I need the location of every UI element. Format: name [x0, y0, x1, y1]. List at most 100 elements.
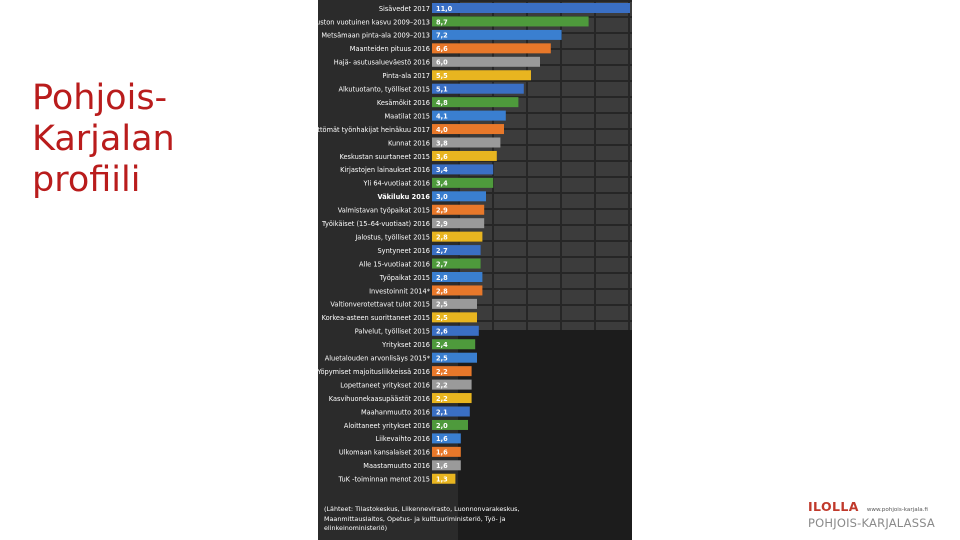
value-label: 6,0 — [436, 59, 448, 67]
value-label: 2,9 — [436, 220, 448, 228]
data-sources-note: (Lähteet: Tilastokeskus, Liikennevirasto… — [324, 505, 520, 532]
value-bar — [432, 352, 477, 363]
value-bar — [432, 97, 519, 108]
value-bar — [432, 70, 531, 81]
category-label: Työttömät työnhakijat heinäkuu 2017 — [318, 126, 430, 134]
chart-row: Keskustan suurtaneet 2015 3,6 — [339, 150, 497, 161]
category-label: Maastamuutto 2016 — [363, 462, 430, 470]
chart-row: Puuston vuotuinen kasvu 2009–2013 8,7 — [318, 16, 589, 27]
logo-url: www.pohjois-karjala.fi — [866, 507, 928, 513]
chart-row: Työikäiset (15–64-vuotiaat) 2016 2,9 — [321, 218, 485, 229]
value-label: 5,5 — [436, 72, 448, 80]
regional-profile-infographic: Sisävedet 2017 11,0 Puuston vuotuinen kasv… — [318, 0, 632, 540]
value-label: 2,1 — [436, 408, 448, 416]
chart-row: TuK -toiminnan menot 2015 1,3 — [337, 473, 456, 484]
value-bar — [432, 83, 524, 94]
chart-row: Jalostus, työlliset 2015 2,8 — [354, 231, 483, 242]
chart-row: Aluetalouden arvonlisäys 2015* 2,5 — [325, 352, 477, 363]
value-bar — [432, 312, 477, 323]
chart-row: Kasvihuonekaasupäästöt 2016 2,2 — [329, 393, 472, 404]
category-label: Aloittaneet yritykset 2016 — [344, 422, 430, 430]
value-label: 2,9 — [436, 207, 448, 215]
category-label: Sisävedet 2017 — [379, 5, 430, 13]
category-label: Syntyneet 2016 — [377, 247, 430, 255]
value-label: 3,0 — [436, 193, 448, 201]
chart-row: Lopettaneet yritykset 2016 2,2 — [340, 379, 472, 390]
category-label: Yritykset 2016 — [381, 341, 430, 349]
category-label: TuK -toiminnan menot 2015 — [337, 476, 430, 484]
value-bar — [432, 124, 504, 135]
chart-row: Maastamuutto 2016 1,6 — [363, 460, 461, 471]
value-label: 2,8 — [436, 287, 448, 295]
value-bar — [432, 393, 472, 404]
value-label: 2,2 — [436, 368, 448, 376]
chart-row: Yli 64-vuotiaat 2016 3,4 — [363, 177, 494, 188]
chart-row: Kunnat 2016 3,8 — [388, 137, 501, 148]
value-bar — [432, 29, 562, 40]
value-bar — [432, 258, 481, 269]
category-label: Valmistavan työpaikat 2015 — [338, 207, 430, 215]
category-label: Liikevaihto 2016 — [376, 435, 430, 443]
value-label: 1,6 — [436, 449, 448, 457]
chart-row: Työttömät työnhakijat heinäkuu 2017 4,0 — [318, 124, 504, 135]
category-label: Lopettaneet yritykset 2016 — [340, 381, 430, 389]
value-bar — [432, 460, 461, 471]
chart-row: Pinta-ala 2017 5,5 — [382, 70, 531, 81]
value-label: 2,0 — [436, 422, 448, 430]
chart-row: Maanteiden pituus 2016 6,6 — [350, 43, 551, 54]
chart-row: Työpaikat 2015 2,8 — [379, 272, 483, 282]
chart-row: Alle 15-vuotiaat 2016 2,7 — [359, 258, 481, 269]
category-label: Maahanmuutto 2016 — [361, 408, 430, 416]
value-label: 11,0 — [436, 5, 453, 13]
brick-wall-backdrop — [458, 0, 632, 330]
logo-brand-text: ILOLLA — [808, 499, 859, 514]
category-label: Yöpymiset majoitusliikkeissä 2016 — [318, 368, 430, 376]
chart-row: Kirjastojen lainaukset 2016 3,4 — [340, 164, 494, 175]
value-bar — [432, 177, 494, 188]
value-bar — [432, 325, 479, 336]
category-label: Pinta-ala 2017 — [382, 72, 430, 80]
chart-row: Alkutuotanto, työlliset 2015 5,1 — [338, 83, 524, 94]
value-bar — [432, 231, 483, 242]
value-bar — [432, 379, 472, 390]
value-label: 4,1 — [436, 112, 448, 120]
value-label: 2,4 — [436, 341, 448, 349]
chart-row: Valmistavan työpaikat 2015 2,9 — [338, 204, 485, 215]
value-label: 3,4 — [436, 166, 448, 174]
chart-row: Väkiluku 2016 3,0 — [377, 191, 486, 202]
category-label: Kunnat 2016 — [388, 139, 430, 147]
category-label: Väkiluku 2016 — [377, 193, 430, 201]
value-label: 3,6 — [436, 153, 448, 161]
value-bar — [432, 191, 486, 202]
category-label: Maatilat 2015 — [384, 112, 430, 120]
chart-row: Korkea-asteen suorittaneet 2015 2,5 — [322, 312, 477, 323]
logo-region-text: POHJOIS-KARJALASSA — [808, 516, 935, 530]
value-label: 2,6 — [436, 328, 448, 336]
value-label: 7,2 — [436, 32, 448, 40]
category-label: Investoinnit 2014* — [369, 287, 431, 295]
value-label: 2,5 — [436, 301, 448, 309]
value-bar — [432, 110, 506, 121]
value-label: 2,5 — [436, 314, 448, 322]
category-label: Kesämökit 2016 — [377, 99, 430, 107]
value-bar — [432, 446, 461, 457]
chart-row: Yöpymiset majoitusliikkeissä 2016 2,2 — [318, 366, 472, 377]
category-label: Yli 64-vuotiaat 2016 — [363, 180, 430, 188]
value-label: 2,2 — [436, 395, 448, 403]
value-label: 2,8 — [436, 233, 448, 241]
chart-row: Sisävedet 2017 11,0 — [379, 3, 630, 13]
chart-row: Syntyneet 2016 2,7 — [377, 245, 481, 256]
value-bar — [432, 137, 501, 148]
category-label: Palvelut, työlliset 2015 — [355, 328, 430, 336]
category-label: Puuston vuotuinen kasvu 2009–2013 — [318, 18, 430, 26]
value-label: 3,8 — [436, 139, 448, 147]
chart-row: Maahanmuutto 2016 2,1 — [361, 406, 470, 417]
value-bar — [432, 43, 551, 54]
category-label: Aluetalouden arvonlisäys 2015* — [325, 355, 431, 363]
value-label: 1,6 — [436, 435, 448, 443]
value-label: 2,2 — [436, 381, 448, 389]
value-bar — [432, 298, 477, 309]
value-bar — [432, 16, 589, 27]
category-label: Valtionverotettavat tulot 2015 — [330, 301, 430, 309]
slide-title: Pohjois- Karjalan profiili — [32, 78, 175, 200]
